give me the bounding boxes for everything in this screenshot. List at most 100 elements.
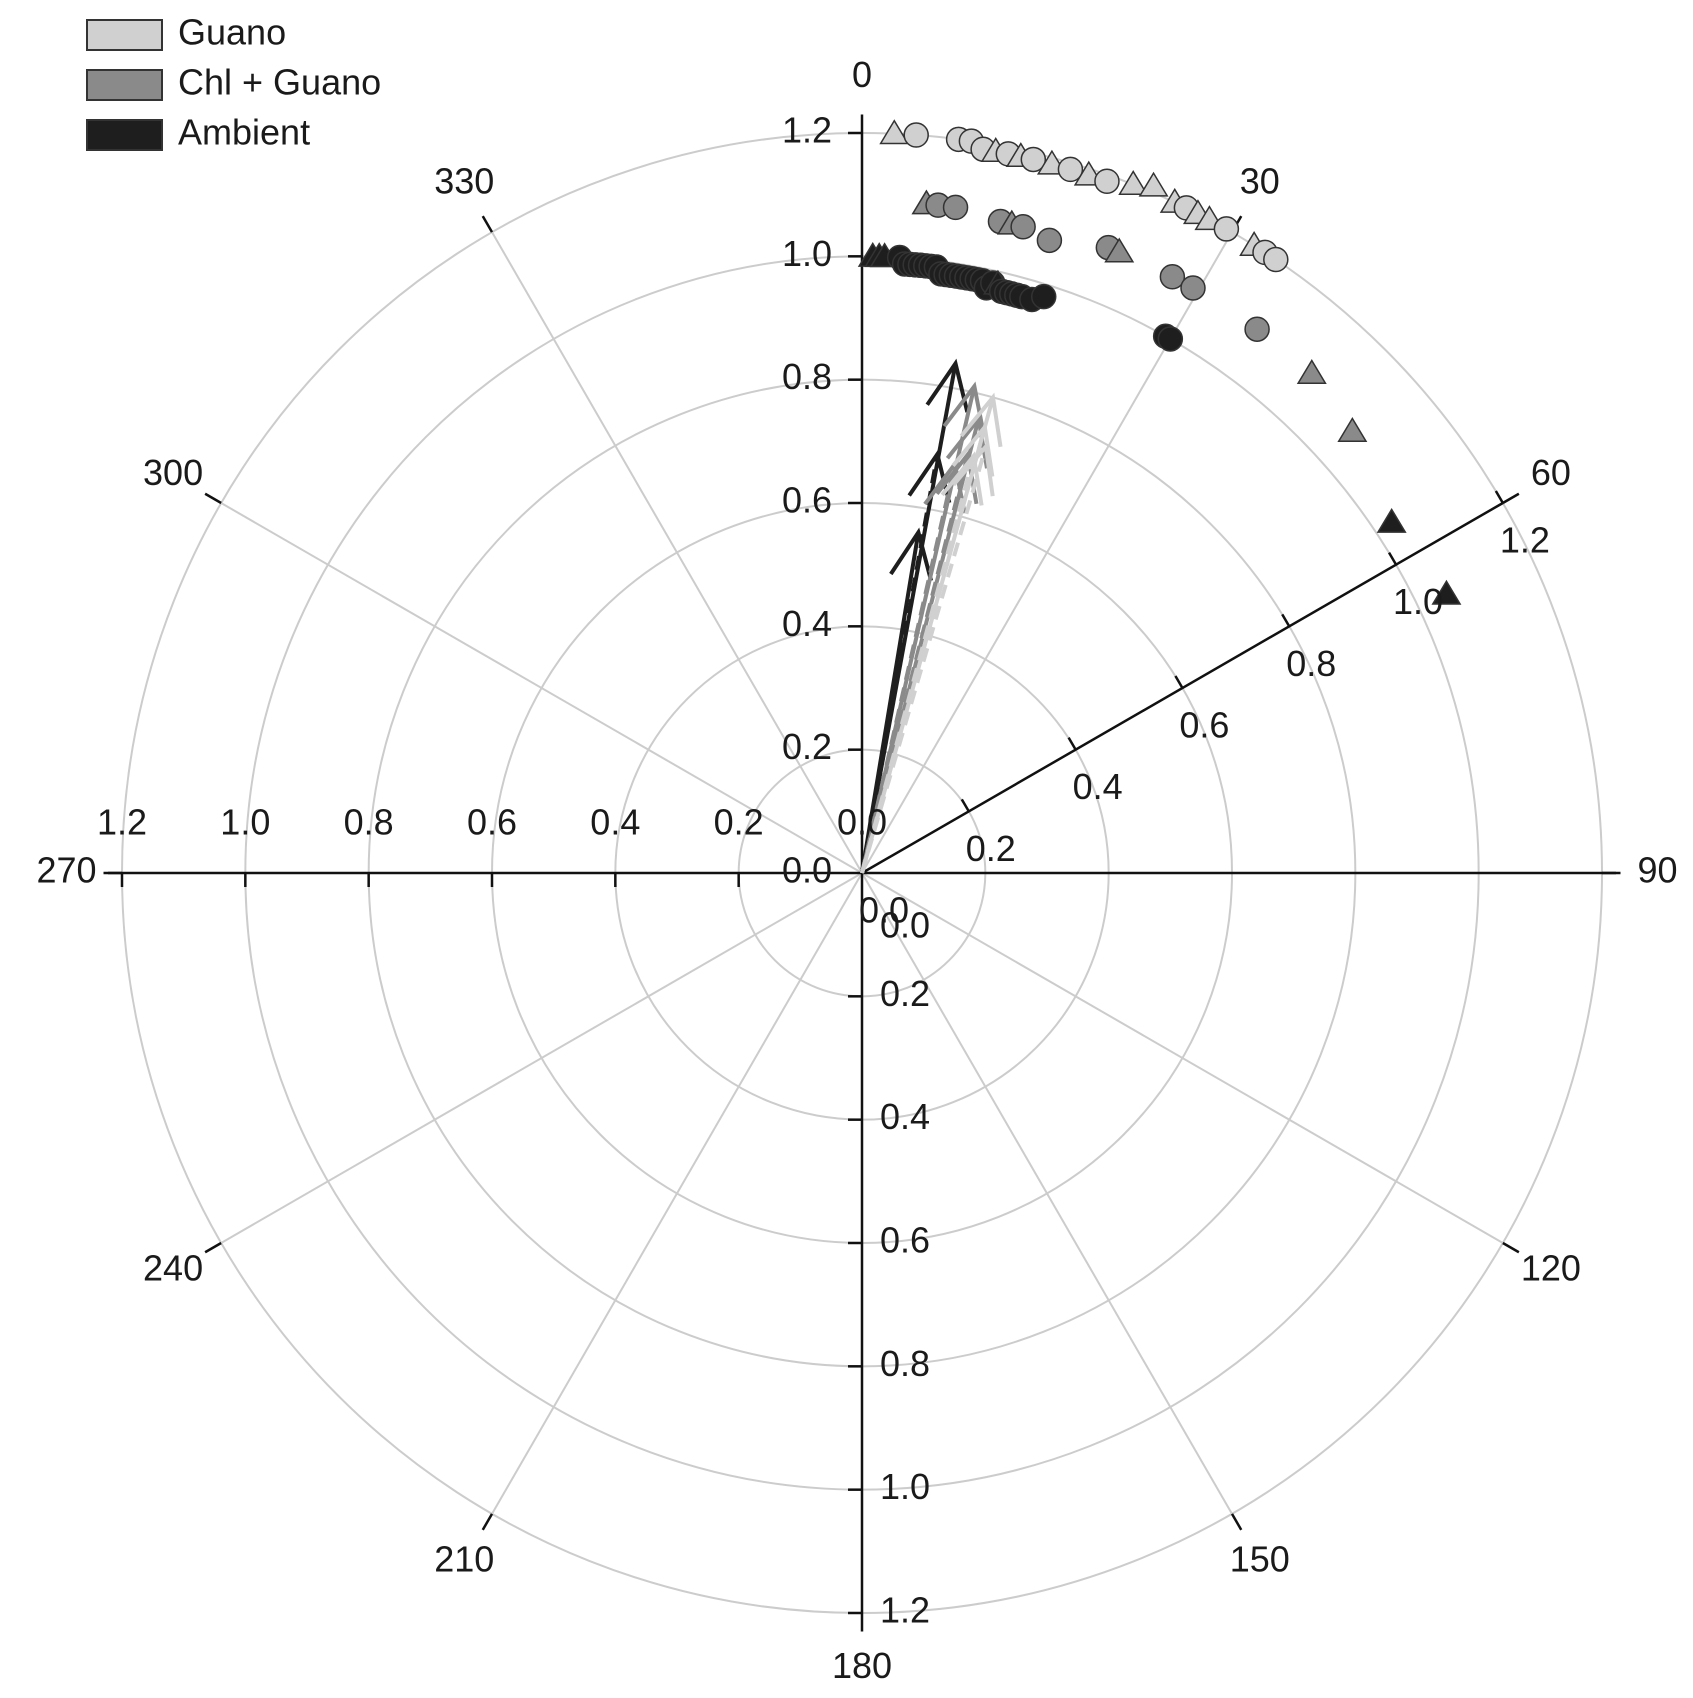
legend: Guano Chl + Guano Ambient bbox=[86, 12, 381, 153]
data-point-triangle bbox=[1118, 170, 1149, 195]
data-point-triangle bbox=[879, 119, 910, 145]
vector-arrowhead bbox=[940, 451, 984, 506]
angular-tick-mark bbox=[1502, 492, 1520, 505]
data-point-circle bbox=[1036, 227, 1063, 254]
angular-label: 0 bbox=[852, 54, 872, 95]
angular-label: 240 bbox=[143, 1247, 203, 1288]
radial-tick-label-60: 0.2 bbox=[966, 828, 1016, 869]
data-point-triangle bbox=[1431, 579, 1462, 605]
angular-tick-mark bbox=[204, 492, 222, 505]
data-point-circle bbox=[1030, 283, 1057, 310]
vector-arrows bbox=[860, 358, 1003, 874]
vector-arrowhead bbox=[952, 441, 995, 497]
data-point-triangle bbox=[1337, 417, 1368, 442]
angular-tick-mark bbox=[204, 1241, 222, 1254]
radial-tick-label-bottom: 1.0 bbox=[880, 1466, 930, 1507]
data-point-triangle bbox=[1138, 171, 1169, 197]
radial-tick-label-left: 0.6 bbox=[467, 802, 517, 843]
grid-spoke bbox=[491, 872, 863, 1515]
radial-tick-label-left: 1.2 bbox=[97, 802, 147, 843]
tick-mark bbox=[1387, 552, 1398, 566]
data-point-circle bbox=[1010, 214, 1036, 240]
angular-label: 300 bbox=[143, 452, 203, 493]
vector-arrowhead bbox=[959, 392, 1003, 448]
angular-label: 90 bbox=[1637, 850, 1677, 891]
data-point-triangle bbox=[1104, 237, 1135, 263]
radial-tick-label-bottom: 0.4 bbox=[880, 1096, 930, 1137]
data-point-circle bbox=[1263, 246, 1289, 273]
grid-spoke bbox=[861, 872, 1504, 1244]
vector-arrowhead bbox=[951, 422, 995, 477]
vector-arrowhead bbox=[925, 358, 970, 413]
tick-mark bbox=[1174, 675, 1184, 689]
angular-label: 270 bbox=[36, 850, 96, 891]
data-point-circle bbox=[903, 122, 929, 148]
radial-tick-label-left: 0.4 bbox=[590, 802, 640, 843]
radial-tick-label-60: 0.6 bbox=[1179, 705, 1229, 746]
grid-spoke bbox=[491, 231, 863, 874]
tick-mark bbox=[1494, 490, 1504, 504]
radial-tick-label-left: 0.8 bbox=[344, 802, 394, 843]
radial-tick-label-60: 0.8 bbox=[1286, 643, 1336, 684]
radial-tick-label-left: 1.0 bbox=[220, 802, 270, 843]
vector-arrowhead bbox=[907, 449, 952, 504]
radial-tick-label-top: 1.0 bbox=[782, 233, 832, 274]
data-point-circle bbox=[1244, 316, 1270, 342]
angular-label: 180 bbox=[832, 1645, 892, 1686]
tick-mark bbox=[960, 798, 970, 812]
radial-tick-label-60: 1.0 bbox=[1393, 581, 1443, 622]
radial-tick-label-top: 0.8 bbox=[782, 356, 832, 397]
vector-line bbox=[860, 455, 976, 874]
data-points bbox=[857, 119, 1462, 605]
angular-label: 120 bbox=[1521, 1247, 1581, 1288]
axis-labels: 0.00.00.00.00.20.20.20.20.40.40.40.40.60… bbox=[36, 54, 1677, 1686]
grid-spoke bbox=[220, 872, 863, 1244]
grid-spoke bbox=[220, 502, 863, 874]
radial-tick-label-60: 0.4 bbox=[1073, 766, 1123, 807]
vector-arrowhead bbox=[945, 414, 989, 469]
legend-label: Ambient bbox=[178, 112, 310, 153]
legend-swatch bbox=[86, 69, 163, 101]
angular-label: 150 bbox=[1230, 1538, 1290, 1579]
data-point-circle bbox=[1094, 168, 1120, 195]
radial-tick-label-bottom: 0.0 bbox=[880, 905, 930, 946]
radial-tick-label-top: 1.2 bbox=[782, 110, 832, 151]
tick-mark bbox=[1281, 613, 1291, 627]
radial-tick-label-bottom: 0.8 bbox=[880, 1343, 930, 1384]
radial-tick-label-top: 0.0 bbox=[782, 850, 832, 891]
legend-label: Guano bbox=[178, 12, 286, 53]
radial-tick-label-top: 0.6 bbox=[782, 480, 832, 521]
radial-tick-label-bottom: 0.6 bbox=[880, 1220, 930, 1261]
angular-tick-mark bbox=[481, 215, 494, 233]
vector-line bbox=[860, 531, 921, 874]
data-point-circle bbox=[1180, 275, 1206, 301]
angular-tick-mark bbox=[1502, 1241, 1520, 1254]
vector-arrowhead bbox=[889, 527, 933, 582]
data-point-circle bbox=[942, 194, 969, 221]
radial-tick-label-left: 0.0 bbox=[837, 802, 887, 843]
data-point-circle bbox=[1020, 146, 1047, 173]
data-point-circle bbox=[1213, 216, 1240, 242]
radial-tick-label-60: 1.2 bbox=[1500, 520, 1550, 561]
angular-label: 330 bbox=[434, 161, 494, 202]
legend-label: Chl + Guano bbox=[178, 62, 381, 103]
legend-swatch bbox=[86, 119, 163, 151]
vector-arrowhead bbox=[942, 381, 986, 436]
radial-tick-label-60: 0.0 bbox=[859, 890, 909, 931]
data-point-circle bbox=[1057, 156, 1084, 183]
radial-tick-label-top: 0.4 bbox=[782, 603, 832, 644]
radial-tick-label-left: 0.2 bbox=[714, 802, 764, 843]
radial-tick-label-top: 0.2 bbox=[782, 726, 832, 767]
radial-tick-label-bottom: 0.2 bbox=[880, 973, 930, 1014]
angular-tick-mark bbox=[481, 1513, 494, 1531]
data-point-triangle bbox=[1376, 507, 1407, 533]
grid-spoke bbox=[861, 872, 1233, 1515]
data-point-circle bbox=[1159, 264, 1186, 290]
angular-label: 210 bbox=[434, 1538, 494, 1579]
radial-tick-label-bottom: 1.2 bbox=[880, 1590, 930, 1631]
data-point-triangle bbox=[1296, 359, 1327, 384]
tick-mark bbox=[1067, 737, 1077, 751]
angular-tick-mark bbox=[1230, 1513, 1243, 1531]
angular-label: 60 bbox=[1531, 452, 1571, 493]
